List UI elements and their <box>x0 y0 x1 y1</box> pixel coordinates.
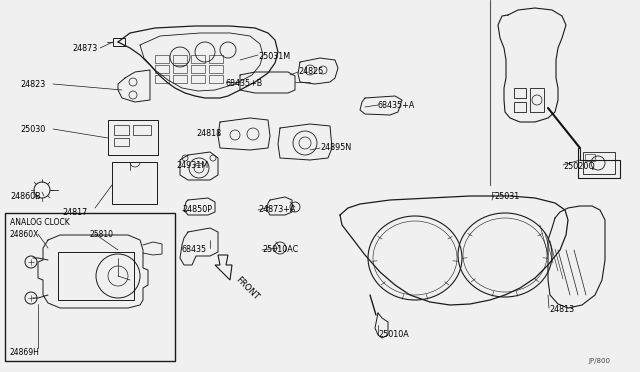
Text: 24869H: 24869H <box>10 348 40 357</box>
Bar <box>112 162 157 204</box>
Text: 25031: 25031 <box>494 192 519 201</box>
Text: 24813: 24813 <box>549 305 574 314</box>
Text: FRONT: FRONT <box>234 275 260 302</box>
Bar <box>191 55 205 63</box>
Bar <box>209 65 223 73</box>
Bar <box>514 102 526 112</box>
Bar <box>114 125 129 135</box>
Bar <box>113 38 125 46</box>
Bar <box>583 152 615 174</box>
Text: 24860X: 24860X <box>10 230 40 239</box>
Text: 25030: 25030 <box>20 125 45 134</box>
Bar <box>108 120 158 155</box>
Bar <box>514 88 526 98</box>
Bar <box>58 252 134 300</box>
Text: 25810: 25810 <box>90 230 114 239</box>
Bar <box>585 154 595 161</box>
Bar <box>173 65 187 73</box>
Text: 25020Q: 25020Q <box>563 162 595 171</box>
Bar <box>133 125 151 135</box>
Bar <box>209 55 223 63</box>
Bar <box>155 65 169 73</box>
Bar <box>155 55 169 63</box>
Text: 24873+A: 24873+A <box>258 205 296 214</box>
Bar <box>173 55 187 63</box>
Bar <box>191 65 205 73</box>
Text: 25010A: 25010A <box>378 330 409 339</box>
Text: 68435+A: 68435+A <box>378 101 415 110</box>
Bar <box>530 88 544 112</box>
Bar <box>209 75 223 83</box>
Text: 24850P: 24850P <box>182 205 212 214</box>
Bar <box>155 75 169 83</box>
Text: 24873: 24873 <box>72 44 97 53</box>
Text: 24818: 24818 <box>196 129 221 138</box>
Text: JP/800: JP/800 <box>588 358 610 364</box>
Bar <box>173 75 187 83</box>
Text: 25010AC: 25010AC <box>262 245 298 254</box>
Text: 24895N: 24895N <box>320 143 351 152</box>
Bar <box>114 138 129 146</box>
Text: ANALOG CLOCK: ANALOG CLOCK <box>10 218 70 227</box>
Bar <box>5 213 175 361</box>
Text: 68435: 68435 <box>182 245 207 254</box>
Text: 24860B: 24860B <box>10 192 40 201</box>
Text: 24825: 24825 <box>298 67 323 76</box>
Text: 68435+B: 68435+B <box>226 79 263 88</box>
Text: 25031M: 25031M <box>258 52 290 61</box>
Text: 24823: 24823 <box>20 80 45 89</box>
Bar <box>191 75 205 83</box>
Text: 24931M: 24931M <box>176 161 208 170</box>
Text: 24817: 24817 <box>62 208 87 217</box>
